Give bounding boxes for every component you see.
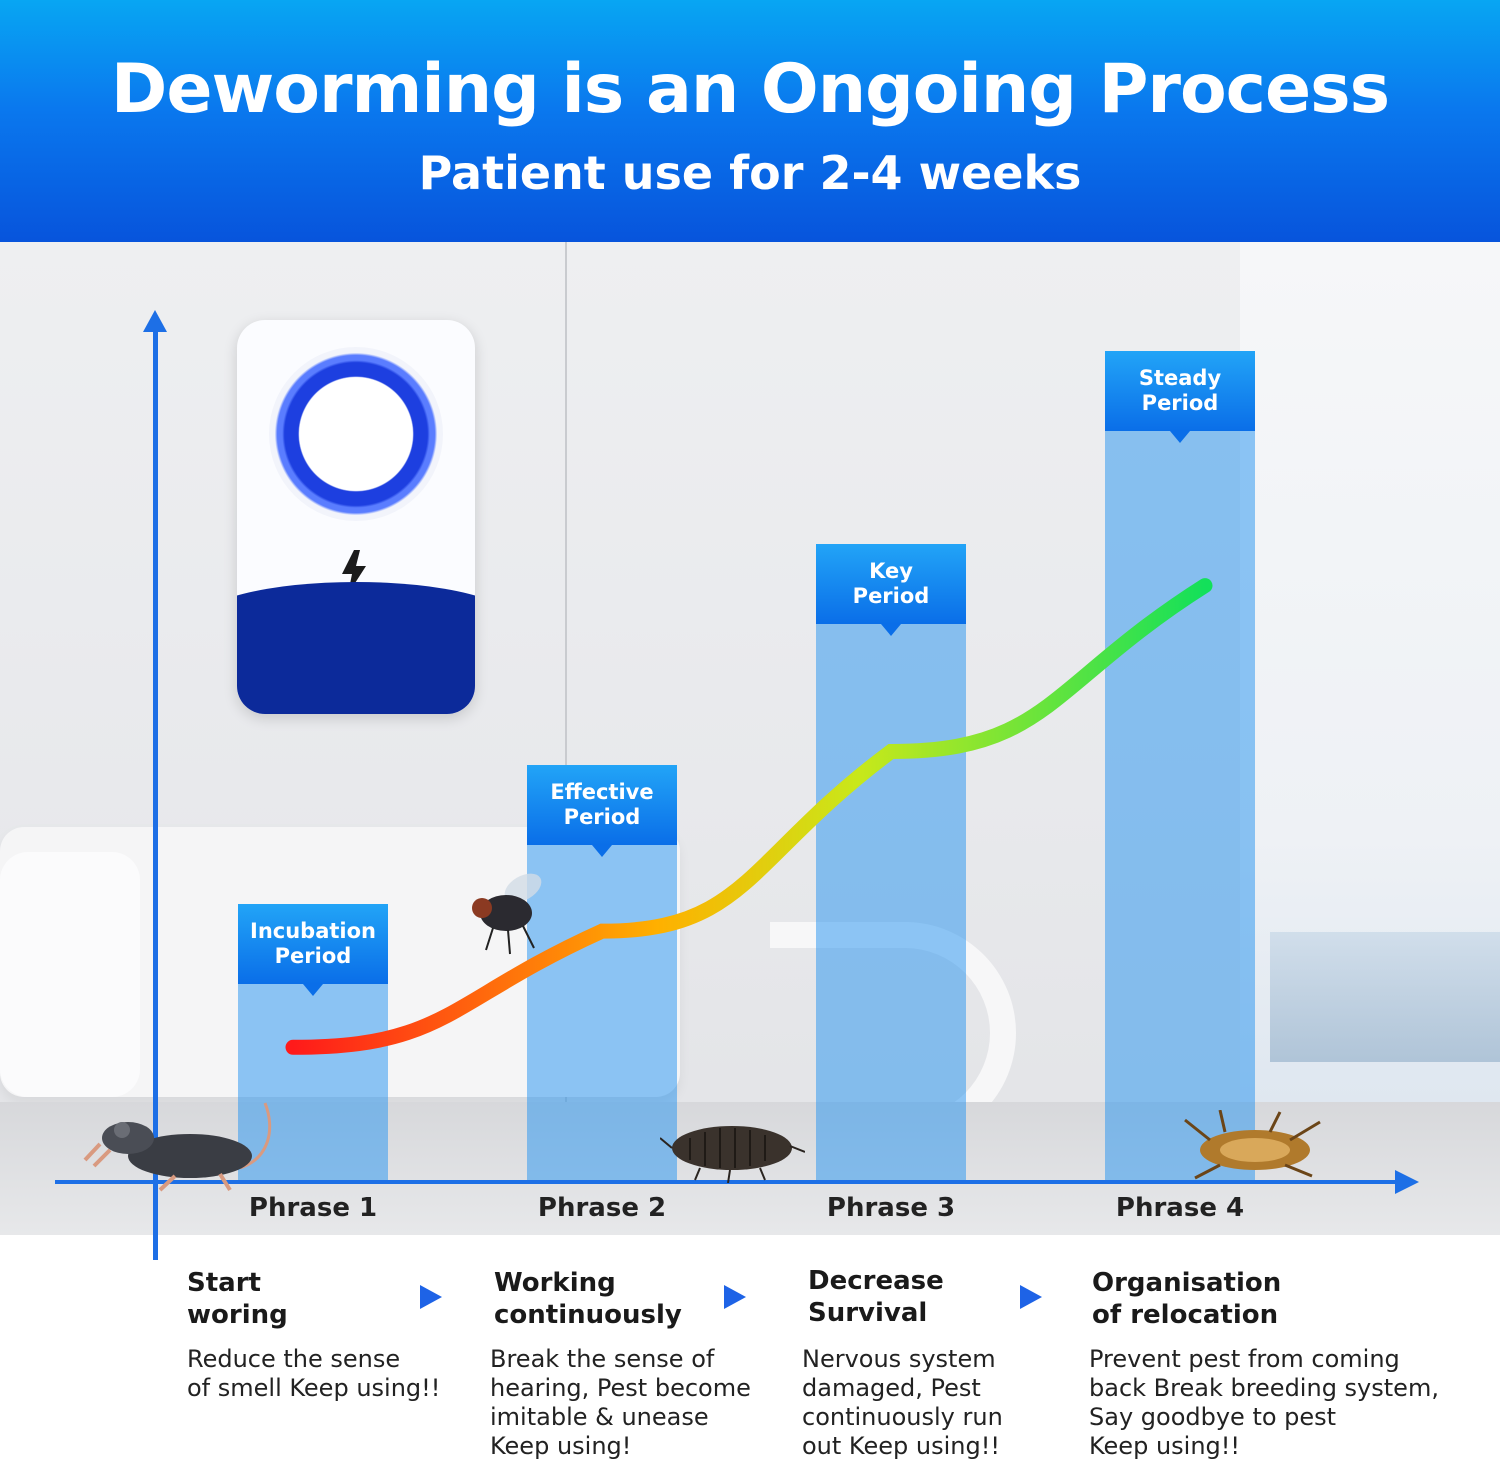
bar-label-2: Effective Period — [527, 765, 677, 846]
repeller-device — [237, 320, 475, 714]
rat-icon — [83, 1102, 272, 1192]
x-tick-label-3: Phrase 3 — [826, 1193, 956, 1223]
bar-label-pointer — [303, 983, 323, 996]
bar-label-pointer — [881, 624, 901, 637]
step-2-title: Working continuously — [494, 1268, 682, 1330]
step-3-description: Nervous system damaged, Pest continuousl… — [802, 1345, 1003, 1460]
sofa-arm — [0, 852, 140, 1097]
x-axis-arrow — [1395, 1170, 1419, 1194]
x-tick-label-4: Phrase 4 — [1115, 1193, 1245, 1223]
dead-cockroach-icon — [1184, 1110, 1321, 1180]
y-axis — [153, 330, 158, 1260]
step-4-description: Prevent pest from coming back Break bree… — [1089, 1345, 1439, 1460]
device-ring-light — [269, 347, 443, 521]
page-subtitle: Patient use for 2-4 weeks — [418, 146, 1082, 200]
bar-3 — [816, 544, 966, 1180]
step-1-title: Start woring — [187, 1268, 288, 1330]
bar-label-pointer — [592, 845, 612, 858]
step-3-title: Decrease Survival — [808, 1266, 944, 1328]
bar-label-pointer — [1170, 430, 1190, 443]
window — [1240, 242, 1500, 1235]
bar-label-4: Steady Period — [1105, 350, 1255, 431]
sea-view — [1270, 932, 1500, 1062]
step-1-description: Reduce the sense of smell Keep using!! — [187, 1345, 441, 1402]
y-axis-arrow — [143, 310, 167, 332]
lightning-bolt-icon — [342, 550, 366, 594]
woodlouse-icon — [660, 1126, 805, 1183]
step-2-description: Break the sense of hearing, Pest become … — [490, 1345, 751, 1460]
step-4-title: Organisation of relocation — [1092, 1268, 1282, 1330]
step-arrow-icon — [724, 1285, 746, 1309]
x-tick-label-2: Phrase 2 — [537, 1193, 667, 1223]
step-arrow-icon — [420, 1285, 442, 1309]
bar-4 — [1105, 350, 1255, 1180]
bar-label-1: Incubation Period — [238, 903, 388, 984]
fly-icon — [472, 873, 542, 955]
page-title: Deworming is an Ongoing Process — [110, 50, 1390, 129]
x-tick-label-1: Phrase 1 — [248, 1193, 378, 1223]
bar-label-3: Key Period — [816, 544, 966, 625]
device-base — [237, 582, 475, 714]
room-background — [0, 242, 1500, 1235]
step-arrow-icon — [1020, 1285, 1042, 1309]
header-banner: Deworming is an Ongoing Process Patient … — [0, 0, 1500, 242]
